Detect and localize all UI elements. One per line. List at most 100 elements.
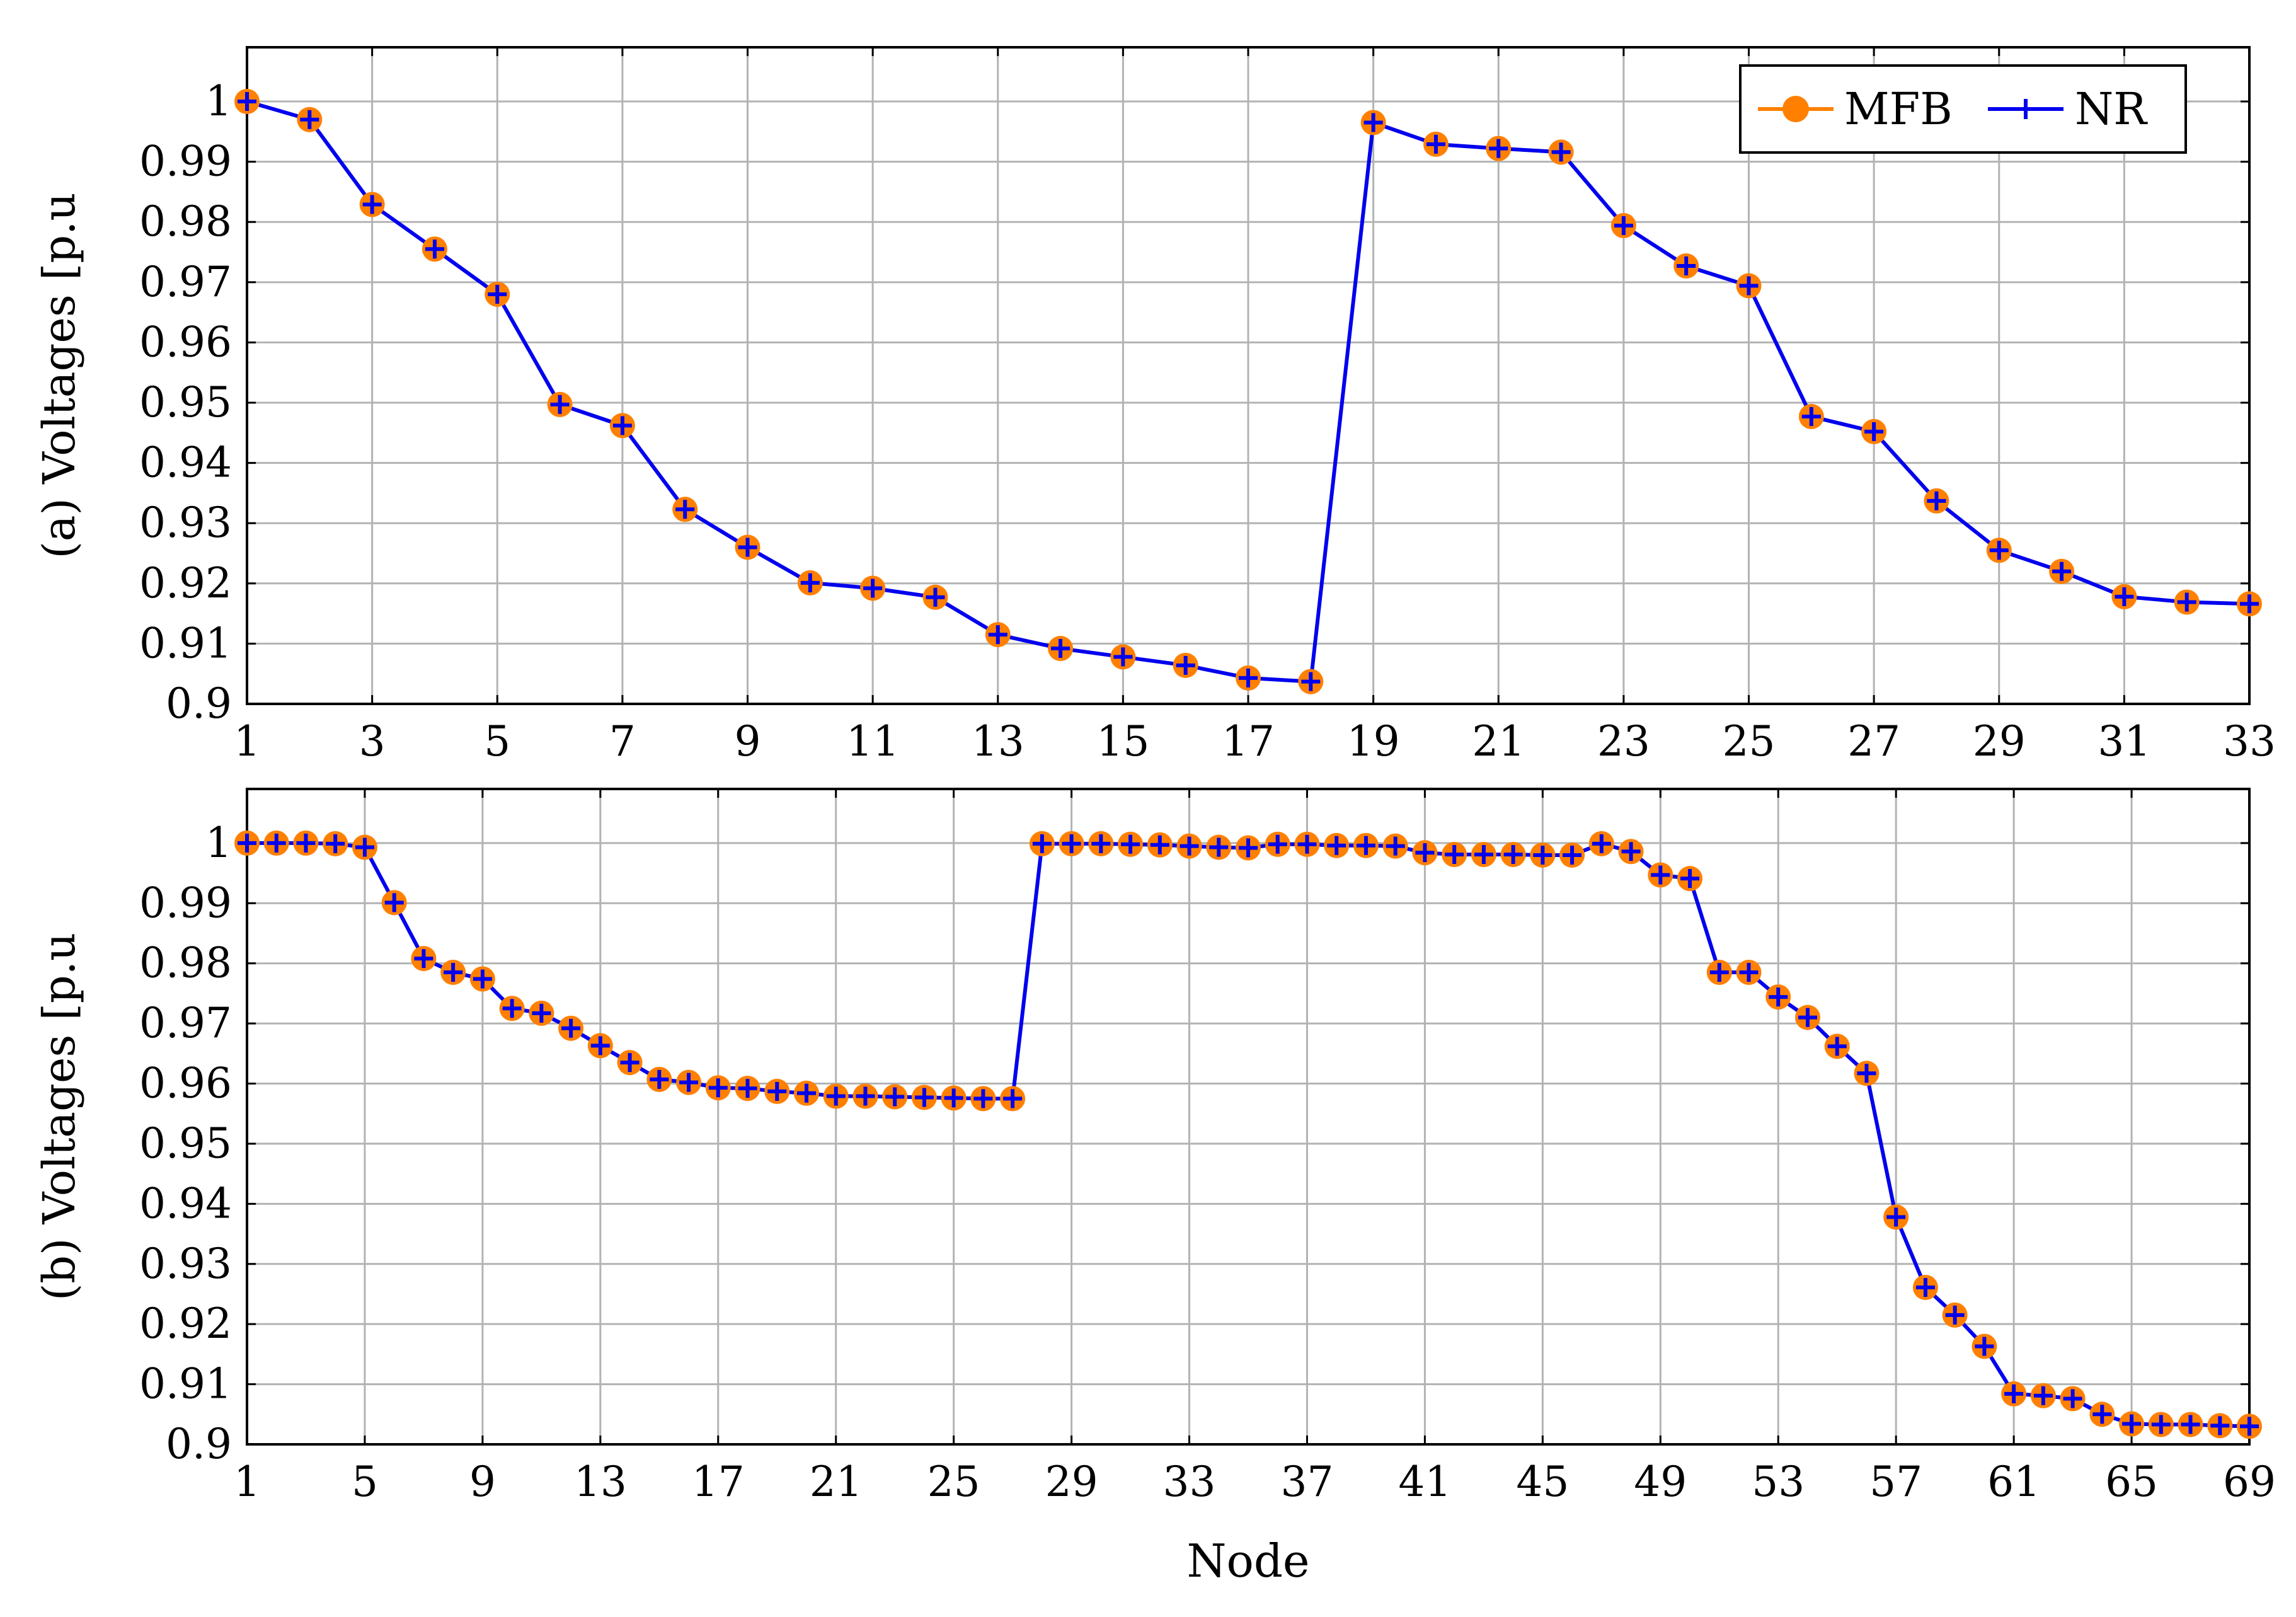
x-tick-label: 1	[234, 1458, 260, 1506]
y-tick-label: 1	[205, 77, 232, 125]
nr-point	[2063, 1389, 2082, 1408]
nr-point	[1363, 113, 1383, 132]
series-line-nr	[247, 841, 2250, 1429]
nr-point	[1739, 276, 1759, 296]
nr-point	[973, 1089, 993, 1108]
x-tick-label: 53	[1752, 1458, 1805, 1506]
x-tick-label: 11	[846, 717, 899, 766]
nr-point	[355, 837, 374, 857]
nr-point	[532, 1003, 551, 1023]
nr-point	[1651, 865, 1670, 885]
nr-point	[1268, 834, 1287, 854]
x-tick-label: 17	[692, 1458, 745, 1506]
x-tick-label: 9	[735, 717, 761, 766]
x-tick-label: 33	[2223, 717, 2276, 766]
nr-point	[1003, 1089, 1023, 1108]
nr-point	[1209, 837, 1229, 857]
nr-point	[2004, 1384, 2024, 1403]
x-tick-label: 29	[1045, 1458, 1098, 1506]
nr-point	[679, 1073, 699, 1092]
nr-point	[1915, 1277, 1935, 1297]
nr-point	[796, 1083, 816, 1103]
nr-point	[1180, 836, 1199, 856]
x-tick-label: 23	[1597, 717, 1650, 766]
nr-point	[1489, 139, 1508, 158]
nr-point	[1769, 987, 1788, 1007]
nr-point	[2177, 592, 2196, 612]
x-tick-label: 49	[1634, 1458, 1687, 1506]
nr-point	[1709, 963, 1729, 982]
x-tick-label: 41	[1398, 1458, 1451, 1506]
y-tick-label: 0.97	[139, 258, 232, 306]
y-tick-label: 0.99	[139, 878, 232, 927]
nr-point	[1551, 142, 1571, 162]
y-tick-label: 0.92	[139, 559, 232, 607]
y-tick-label: 0.98	[139, 197, 232, 246]
nr-point	[2115, 587, 2134, 606]
nr-point	[550, 394, 570, 414]
nr-point	[1062, 834, 1081, 853]
x-tick-label: 29	[1973, 717, 2026, 766]
nr-point	[1621, 842, 1641, 861]
nr-point	[1032, 834, 1052, 853]
y-tick-label: 1	[205, 819, 232, 867]
nr-point	[1239, 838, 1258, 858]
nr-point	[1051, 639, 1071, 659]
nr-point	[1739, 963, 1759, 982]
nr-point	[238, 833, 256, 853]
nr-point	[590, 1036, 610, 1056]
nr-point	[708, 1078, 728, 1098]
x-tick-label: 9	[469, 1458, 496, 1506]
x-tick-label: 69	[2223, 1458, 2276, 1506]
legend-label-nr: NR	[2075, 83, 2148, 135]
y-tick-label: 0.97	[139, 999, 232, 1047]
x-tick-label: 21	[810, 1458, 863, 1506]
nr-point	[926, 587, 945, 607]
nr-point	[1857, 1064, 1876, 1083]
y-tick-label: 0.95	[139, 1119, 232, 1168]
x-tick-label: 65	[2105, 1458, 2158, 1506]
x-tick-label: 31	[2098, 717, 2150, 766]
nr-point	[561, 1018, 581, 1038]
x-tick-label: 7	[609, 717, 636, 766]
nr-point	[1592, 834, 1611, 853]
nr-point	[885, 1087, 905, 1107]
nr-point	[620, 1053, 640, 1073]
y-tick-label: 0.94	[139, 1179, 232, 1228]
nr-point	[1886, 1207, 1906, 1227]
nr-point	[1533, 845, 1553, 865]
nr-point	[384, 893, 404, 912]
x-axis-label: Node	[1186, 1534, 1309, 1587]
nr-point	[1327, 836, 1346, 855]
nr-point	[425, 239, 444, 259]
nr-point	[1927, 491, 1946, 510]
nr-point	[2122, 1414, 2142, 1434]
nr-point	[1563, 845, 1582, 865]
y-tick-label: 0.93	[139, 498, 232, 547]
nr-point	[944, 1088, 963, 1108]
nr-point	[826, 1086, 846, 1106]
nr-point	[1297, 834, 1317, 854]
y-axis-label: (a) Voltages [p.u	[33, 193, 85, 559]
y-tick-label: 0.91	[139, 619, 232, 667]
nr-point	[1989, 541, 2009, 560]
nr-point	[1091, 834, 1111, 853]
nr-point	[2052, 561, 2072, 581]
nr-point	[296, 833, 316, 853]
nr-point	[267, 833, 286, 853]
nr-point	[2210, 1416, 2230, 1436]
nr-point	[2240, 594, 2259, 614]
nr-point	[1474, 845, 1493, 864]
nr-point	[612, 416, 632, 435]
y-tick-label: 0.98	[139, 939, 232, 987]
x-tick-label: 13	[574, 1458, 627, 1506]
nr-point	[988, 625, 1007, 645]
nr-point	[326, 834, 345, 853]
y-tick-label: 0.95	[139, 378, 232, 427]
x-tick-label: 61	[1987, 1458, 2040, 1506]
y-tick-label: 0.93	[139, 1240, 232, 1288]
nr-point	[473, 969, 492, 989]
nr-point	[863, 578, 883, 598]
x-tick-label: 15	[1096, 717, 1149, 766]
